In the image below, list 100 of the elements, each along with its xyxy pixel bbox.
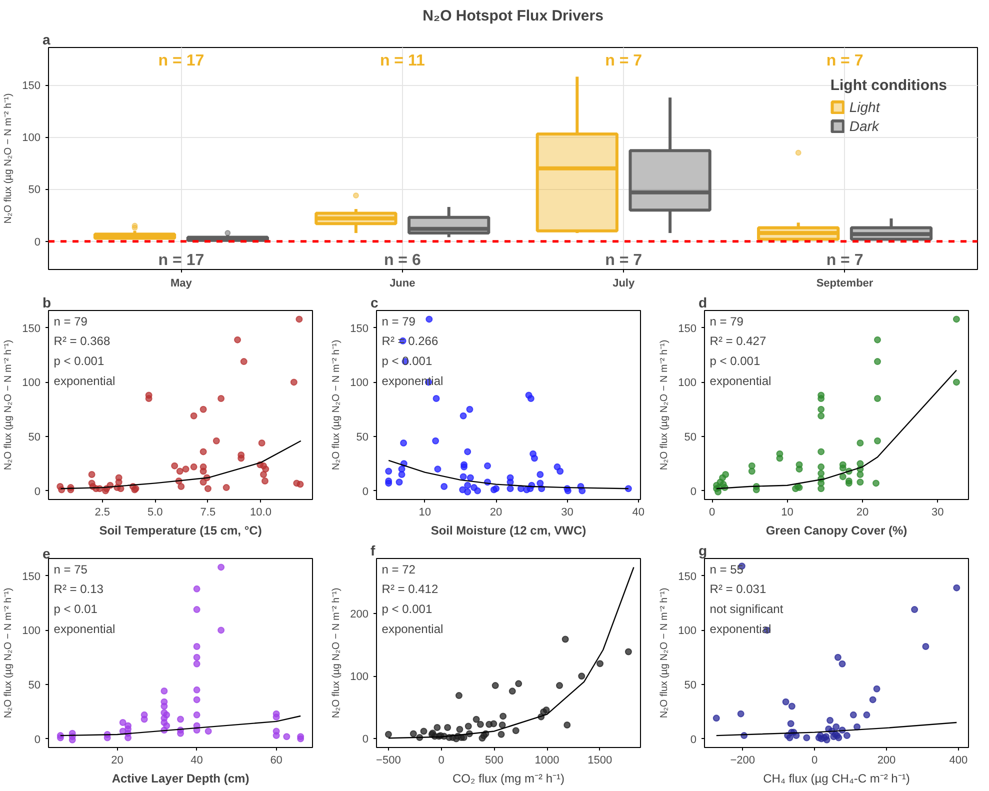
- y-tick-label: 100: [678, 377, 697, 390]
- x-tick-label: 20: [490, 506, 502, 518]
- y-tick-label: 150: [22, 80, 41, 92]
- x-tick-label: September: [816, 278, 874, 290]
- annotation: R² = 0.13: [54, 582, 104, 596]
- annotation: exponential: [382, 622, 444, 636]
- x-axis-title: CH₄ flux (µg CH₄-C m⁻² h⁻¹): [763, 772, 910, 786]
- y-axis-title: N₂O flux (µg N₂O − N m⁻² h⁻¹): [659, 588, 670, 718]
- annotation: n = 6: [384, 252, 421, 270]
- x-tick-label: July: [612, 278, 636, 290]
- chart-title: N₂O Hotspot Flux Drivers: [422, 8, 604, 24]
- y-tick-label: 0: [362, 486, 369, 498]
- annotation: exponential: [382, 374, 444, 388]
- x-tick-label: 30: [932, 506, 944, 518]
- x-tick-label: May: [170, 278, 193, 290]
- x-axis-title: Soil Moisture (12 cm, VWC): [430, 524, 586, 538]
- y-axis-title: N₂O flux (µg N₂O − N m⁻² h⁻¹): [331, 588, 342, 718]
- legend-title: Light conditions: [830, 77, 947, 94]
- x-tick-label: −500: [376, 754, 401, 766]
- y-tick-label: 100: [350, 671, 369, 684]
- annotation: n = 72: [382, 562, 416, 576]
- annotation: not significant: [710, 602, 784, 616]
- annotation: p < 0.01: [54, 602, 98, 616]
- annotation: R² = 0.412: [382, 582, 438, 596]
- annotation: n = 17: [158, 252, 204, 270]
- y-tick-label: 0: [362, 734, 369, 746]
- x-axis-title: Active Layer Depth (cm): [112, 772, 250, 786]
- annotation: exponential: [54, 374, 116, 388]
- annotation: n = 79: [54, 314, 88, 328]
- annotation: p < 0.001: [382, 602, 432, 616]
- y-tick-label: 150: [678, 570, 697, 583]
- x-tick-label: 5.0: [148, 506, 163, 518]
- x-tick-label: 2.5: [94, 506, 110, 518]
- annotation: e: [42, 546, 50, 562]
- y-axis-title: N₂O flux (µg N₂O − N m⁻² h⁻¹): [3, 588, 14, 718]
- y-tick-label: 100: [22, 132, 41, 144]
- y-axis-title: N₂O flux (µg N₂O − N m⁻² h⁻¹): [331, 340, 342, 470]
- y-tick-label: 150: [678, 322, 697, 335]
- x-tick-label: 40: [632, 506, 644, 518]
- x-tick-label: June: [390, 278, 416, 290]
- annotation: R² = 0.427: [710, 334, 766, 348]
- x-tick-label: 10: [418, 506, 432, 518]
- y-tick-label: 50: [356, 432, 369, 444]
- annotation: n = 79: [382, 314, 416, 328]
- annotation: R² = 0.031: [710, 582, 766, 596]
- x-tick-label: 1000: [534, 754, 560, 766]
- y-axis-title: N₂O flux (µg N₂O − N m⁻² h⁻¹): [659, 340, 670, 470]
- x-axis-title: Green Canopy Cover (%): [766, 524, 908, 538]
- text: f: [370, 542, 376, 558]
- annotation: exponential: [710, 622, 772, 636]
- x-tick-label: 10.0: [250, 506, 272, 518]
- y-tick-label: 50: [684, 432, 697, 444]
- annotation: n = 7: [605, 252, 642, 270]
- y-tick-label: 150: [22, 570, 41, 583]
- y-axis-title: N₂O flux (µg N₂O − N m⁻² h⁻¹): [3, 340, 14, 470]
- annotation: n = 79: [710, 314, 744, 328]
- annotation: n = 7: [826, 252, 864, 270]
- annotation: c: [370, 294, 378, 310]
- x-tick-label: 10: [781, 506, 794, 518]
- annotation: p < 0.001: [710, 354, 760, 368]
- legend-label: Dark: [849, 118, 879, 134]
- y-tick-label: 100: [22, 377, 41, 390]
- x-tick-label: 60: [270, 754, 282, 766]
- annotation: exponential: [54, 622, 116, 636]
- annotation: n = 7: [605, 52, 642, 70]
- y-tick-label: 200: [350, 608, 369, 621]
- annotation: n = 55: [710, 562, 744, 576]
- x-tick-label: 0: [438, 754, 444, 766]
- annotation: exponential: [710, 374, 772, 388]
- x-tick-label: 0: [708, 506, 716, 518]
- x-tick-label: 500: [484, 754, 504, 766]
- y-tick-label: 50: [28, 432, 41, 444]
- y-tick-label: 0: [34, 486, 41, 498]
- x-tick-label: 400: [949, 754, 968, 766]
- x-tick-label: 7.5: [200, 506, 216, 518]
- y-tick-label: 0: [690, 734, 697, 746]
- x-axis-title: Soil Temperature (15 cm, °C): [99, 524, 262, 538]
- y-tick-label: 150: [22, 322, 41, 335]
- y-tick-label: 50: [684, 680, 697, 692]
- annotation: n = 7: [826, 52, 864, 70]
- x-tick-label: 30: [561, 506, 574, 518]
- x-tick-label: 20: [111, 754, 124, 766]
- x-tick-label: 20: [856, 506, 869, 518]
- annotation: R² = 0.368: [54, 334, 110, 348]
- x-axis-title: CO₂ flux (mg m⁻² h⁻¹): [452, 772, 565, 786]
- y-tick-label: 100: [22, 625, 41, 638]
- annotation: n = 11: [380, 52, 425, 70]
- x-tick-label: 40: [190, 754, 203, 766]
- y-tick-label: 0: [690, 486, 697, 498]
- y-tick-label: 100: [350, 377, 369, 390]
- annotation: n = 75: [54, 562, 88, 576]
- y-tick-label: 0: [34, 734, 41, 746]
- legend-label: Light: [849, 99, 880, 115]
- y-axis-title: N₂O flux (µg N₂O − N m⁻² h⁻¹): [3, 93, 14, 224]
- x-tick-label: 0: [812, 754, 818, 766]
- x-tick-label: 1500: [588, 754, 612, 766]
- y-tick-label: 100: [678, 625, 697, 638]
- y-tick-label: 0: [34, 236, 41, 248]
- text: a: [42, 32, 50, 48]
- annotation: g: [698, 542, 708, 558]
